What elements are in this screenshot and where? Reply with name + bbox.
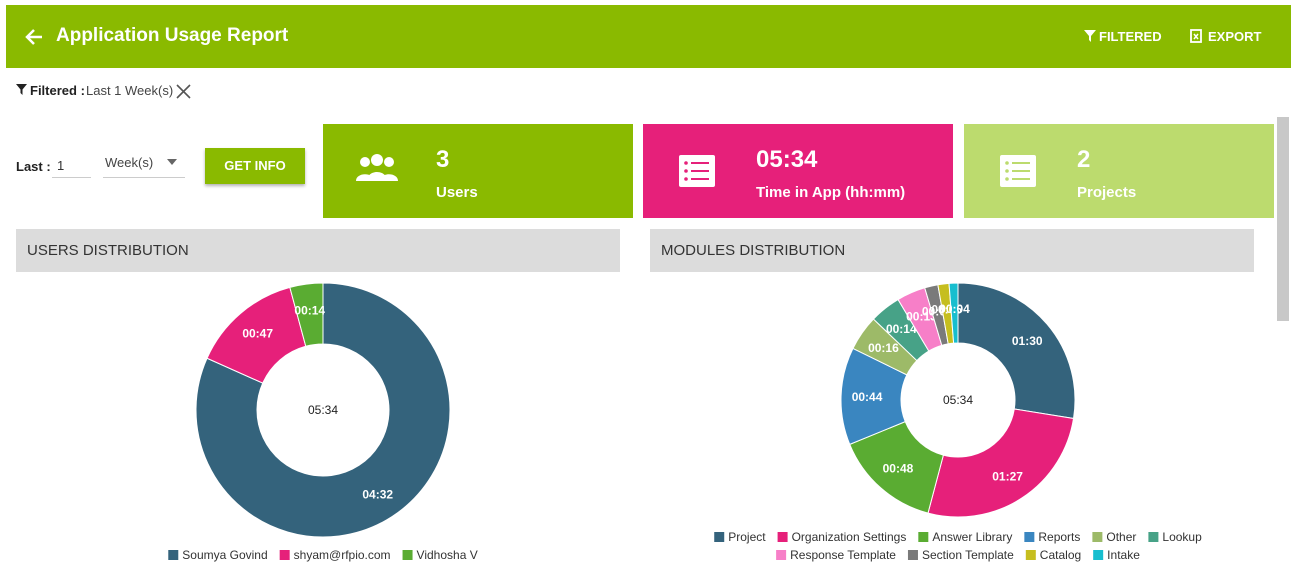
legend-swatch: [1024, 532, 1035, 542]
legend-item: Intake: [1093, 548, 1140, 562]
legend-label: Answer Library: [932, 530, 1012, 544]
last-label: Last :: [16, 159, 51, 174]
legend-label: Other: [1106, 530, 1136, 544]
stat-value: 2: [1077, 146, 1091, 173]
legend-swatch: [402, 550, 413, 560]
donut-slice: [195, 282, 451, 538]
stat-card: 3 Users: [323, 124, 633, 218]
unit-select[interactable]: Week(s): [103, 150, 185, 178]
legend-swatch: [714, 532, 725, 542]
slice-label: 00:44: [852, 390, 883, 404]
legend-label: Project: [728, 530, 766, 544]
legend-item: Catalog: [1025, 548, 1081, 562]
donut-slice: [289, 282, 324, 347]
slice-label: 00:47: [242, 327, 273, 341]
donut-slice: [948, 282, 959, 344]
slice-label: 00:48: [883, 461, 914, 475]
legend-label: Reports: [1038, 530, 1080, 544]
legend-item: Response Template: [776, 548, 896, 562]
legend-label: shyam@rfpio.com: [294, 548, 391, 562]
filter-value: Last 1 Week(s): [86, 83, 174, 98]
stat-card: 05:34 Time in App (hh:mm): [643, 124, 953, 218]
legend-item: shyam@rfpio.com: [279, 548, 391, 562]
legend-swatch: [1093, 550, 1104, 560]
filtered-button[interactable]: FILTERED: [1099, 29, 1162, 44]
legend-label: Catalog: [1040, 548, 1081, 562]
stat-icon: [1000, 155, 1036, 187]
legend-swatch: [777, 532, 788, 542]
legend-item: Soumya Govind: [168, 548, 268, 562]
header-bar: Application Usage Report FILTERED EXPORT: [6, 5, 1291, 68]
amount-input[interactable]: 1: [52, 150, 91, 178]
legend-swatch: [168, 550, 179, 560]
scrollbar: [1277, 117, 1289, 321]
section-header: USERS DISTRIBUTION: [16, 229, 620, 272]
slice-label: 01:30: [1012, 334, 1043, 348]
legend-label: Section Template: [922, 548, 1014, 562]
legend-label: Soumya Govind: [182, 548, 267, 562]
legend-item: Section Template: [907, 548, 1014, 562]
unit-value: Week(s): [105, 155, 154, 170]
stat-label: Projects: [1077, 184, 1137, 201]
slice-label: 04:32: [362, 487, 393, 501]
legend-item: Lookup: [1148, 530, 1202, 544]
legend-label: Response Template: [790, 548, 896, 562]
donut-slice: [927, 408, 1075, 518]
legend-swatch: [1025, 550, 1036, 560]
stat-icon: [356, 154, 398, 181]
filter-icon: [16, 84, 27, 95]
section-title: MODULES DISTRIBUTION: [661, 242, 846, 259]
slice-label: 00:04: [939, 302, 970, 316]
legend-item: Other: [1092, 530, 1136, 544]
donut-slice: [957, 282, 1076, 420]
legend-label: Organization Settings: [792, 530, 907, 544]
legend-item: Project: [714, 530, 766, 544]
center-label: 05:34: [943, 393, 973, 407]
back-icon[interactable]: [24, 27, 44, 47]
slice-label: 00:14: [294, 303, 325, 317]
slice-label: 00:14: [886, 322, 917, 336]
stat-value: 3: [436, 146, 450, 173]
legend-item: Organization Settings: [777, 530, 907, 544]
stat-icon: [679, 155, 715, 187]
page-title: Application Usage Report: [56, 25, 289, 46]
amount-value: 1: [57, 158, 65, 173]
center-label: 05:34: [308, 403, 338, 417]
legend-item: Reports: [1024, 530, 1080, 544]
export-icon: [1190, 29, 1202, 43]
legend-swatch: [279, 550, 290, 560]
export-button[interactable]: EXPORT: [1208, 29, 1262, 44]
legend-swatch: [907, 550, 918, 560]
legend-label: Intake: [1107, 548, 1140, 562]
legend-item: Answer Library: [918, 530, 1012, 544]
slice-label: 00:13: [906, 310, 937, 324]
legend-label: Lookup: [1162, 530, 1202, 544]
legend-swatch: [1092, 532, 1103, 542]
stat-label: Users: [436, 184, 478, 201]
legend-label: Vidhosha V: [417, 548, 478, 562]
slice-label: 00:16: [868, 341, 899, 355]
stat-label: Time in App (hh:mm): [756, 184, 906, 201]
legend-swatch: [918, 532, 929, 542]
legend-swatch: [1148, 532, 1159, 542]
legend-item: Vidhosha V: [402, 548, 478, 562]
stat-card: 2 Projects: [964, 124, 1274, 218]
slice-label: 01:27: [992, 469, 1023, 483]
filter-icon: [1084, 30, 1096, 42]
filter-label: Filtered :: [30, 83, 85, 98]
get-info-button[interactable]: GET INFO: [205, 148, 305, 184]
section-title: USERS DISTRIBUTION: [27, 242, 189, 259]
stat-value: 05:34: [756, 146, 818, 173]
section-header: MODULES DISTRIBUTION: [650, 229, 1254, 272]
dropdown-arrow: [167, 159, 177, 165]
legend-swatch: [776, 550, 787, 560]
clear-filter[interactable]: [176, 84, 191, 99]
